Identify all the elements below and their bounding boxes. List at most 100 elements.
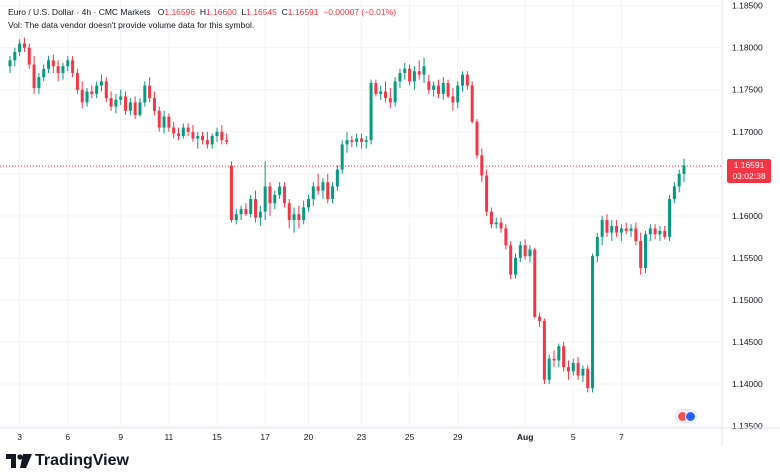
candle-body bbox=[311, 186, 315, 200]
volume-note: Vol: The data vendor doesn't provide vol… bbox=[8, 20, 255, 30]
candle-body bbox=[485, 175, 489, 212]
candle-body bbox=[451, 96, 455, 103]
candles bbox=[8, 37, 686, 393]
indicator-badge[interactable] bbox=[675, 409, 697, 423]
candle-body bbox=[157, 110, 161, 128]
candle-body bbox=[533, 249, 537, 317]
candle-body bbox=[316, 186, 320, 191]
candle-body bbox=[514, 257, 517, 275]
candle-body bbox=[509, 245, 513, 275]
candle-body bbox=[489, 211, 493, 225]
candle-body bbox=[470, 85, 474, 122]
candle-body bbox=[624, 228, 628, 231]
candle bbox=[648, 224, 652, 242]
candle-body bbox=[518, 245, 522, 258]
candle-body bbox=[340, 144, 344, 170]
candle bbox=[75, 68, 79, 94]
candle-body bbox=[37, 77, 41, 89]
candle bbox=[321, 178, 325, 200]
candle bbox=[148, 77, 152, 103]
candle bbox=[263, 161, 267, 221]
candle-body bbox=[167, 116, 171, 128]
price-tick-label: 1.14500 bbox=[732, 337, 763, 347]
candle-body bbox=[374, 83, 378, 94]
price-tick-label: 1.17500 bbox=[732, 85, 763, 95]
candle bbox=[119, 89, 123, 105]
candle-body bbox=[634, 228, 638, 242]
candle-body bbox=[682, 165, 686, 174]
candle bbox=[571, 358, 575, 376]
candle bbox=[306, 194, 310, 212]
candle bbox=[215, 127, 219, 142]
time-tick-label: 15 bbox=[212, 432, 222, 442]
candle bbox=[533, 247, 537, 319]
low-label: L bbox=[241, 7, 247, 17]
price-tick-label: 1.15500 bbox=[732, 253, 763, 263]
candle bbox=[668, 194, 672, 242]
candle-body bbox=[461, 74, 465, 86]
candle bbox=[518, 241, 522, 263]
candle bbox=[340, 140, 344, 174]
candle bbox=[412, 66, 416, 90]
symbol-title[interactable]: Euro / U.S. Dollar · 4h · CMC Markets bbox=[8, 7, 151, 17]
candle bbox=[326, 173, 330, 204]
grid bbox=[0, 0, 722, 427]
candle bbox=[37, 72, 41, 94]
candle-body bbox=[258, 211, 262, 218]
candle bbox=[258, 205, 262, 226]
candle bbox=[634, 222, 638, 246]
time-tick-label: Aug bbox=[517, 432, 534, 442]
time-tick-label: 7 bbox=[619, 432, 624, 442]
candle-body bbox=[278, 186, 282, 195]
candle-body bbox=[586, 368, 590, 389]
candle bbox=[51, 54, 55, 73]
change-value: −0.00007 (−0.01%) bbox=[323, 7, 397, 17]
time-tick-label: 6 bbox=[65, 432, 70, 442]
candle-body bbox=[56, 66, 60, 73]
candle-body bbox=[542, 320, 546, 380]
candle-body bbox=[138, 102, 142, 115]
candle-body bbox=[148, 85, 152, 99]
candle bbox=[22, 37, 26, 52]
candle bbox=[273, 190, 277, 210]
candle-body bbox=[8, 60, 12, 67]
candle-body bbox=[615, 225, 619, 233]
candle bbox=[514, 253, 517, 279]
candle-body bbox=[388, 98, 392, 103]
candle-body bbox=[51, 60, 55, 67]
candle bbox=[56, 60, 60, 82]
candle bbox=[408, 64, 412, 86]
candle bbox=[186, 123, 190, 136]
candle-body bbox=[196, 135, 200, 139]
open-label: O bbox=[157, 7, 165, 17]
candle bbox=[629, 224, 633, 237]
candle-body bbox=[350, 140, 354, 142]
bar-countdown: 03:02:38 bbox=[732, 171, 766, 182]
candle bbox=[335, 165, 339, 191]
candle-body bbox=[263, 186, 267, 212]
candle-body bbox=[441, 83, 445, 94]
candle bbox=[90, 85, 94, 99]
candle-body bbox=[205, 140, 209, 145]
candle-body bbox=[80, 89, 84, 103]
high-value: 1.16600 bbox=[205, 7, 237, 17]
price-tick-label: 1.18500 bbox=[732, 1, 763, 11]
candle-body bbox=[13, 51, 17, 61]
candle-body bbox=[562, 346, 566, 368]
candle bbox=[42, 64, 46, 82]
candle-body bbox=[18, 43, 22, 52]
candle bbox=[504, 224, 508, 250]
candle-body bbox=[249, 199, 253, 215]
tradingview-logo[interactable]: TradingView bbox=[6, 452, 129, 470]
candle bbox=[547, 354, 551, 384]
candle-body bbox=[27, 47, 31, 65]
info-dot-icon bbox=[685, 411, 696, 422]
candle-body bbox=[302, 207, 306, 221]
candle-body bbox=[456, 85, 460, 103]
candle bbox=[124, 91, 128, 115]
candle-body bbox=[643, 234, 647, 268]
candle bbox=[658, 225, 662, 242]
candle-body bbox=[610, 225, 614, 233]
